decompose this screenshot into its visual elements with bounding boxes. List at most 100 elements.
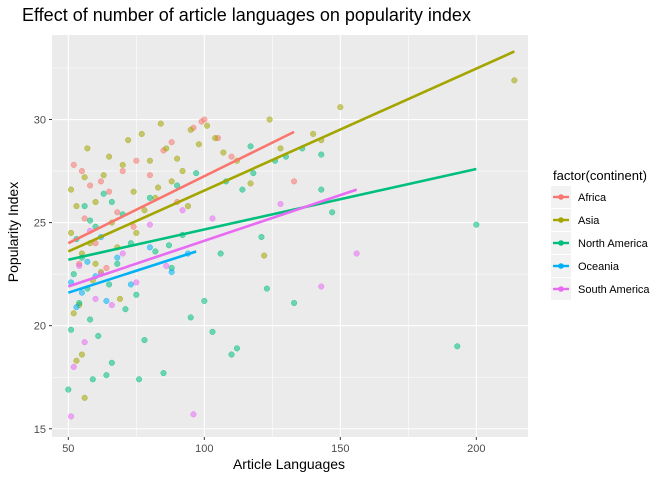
data-point: [228, 351, 235, 358]
data-point: [65, 386, 72, 393]
data-point: [73, 304, 80, 311]
x-tick-label: 100: [195, 443, 213, 455]
data-point: [160, 370, 167, 377]
data-point: [67, 186, 75, 193]
legend-key-point: [558, 217, 564, 223]
data-point: [133, 157, 140, 164]
data-point: [73, 357, 80, 364]
data-point: [108, 359, 115, 366]
data-point: [67, 229, 75, 236]
data-point: [133, 291, 140, 298]
y-axis-title: Popularity Index: [5, 182, 21, 282]
data-point: [92, 198, 99, 206]
plot-panel: [52, 35, 528, 437]
data-point: [130, 223, 137, 230]
trend-line: [67, 50, 515, 253]
data-point: [337, 104, 344, 111]
data-point: [258, 233, 265, 241]
legend: factor(continent) Africa Asia North Americ…: [551, 168, 650, 300]
data-point: [87, 316, 94, 323]
data-point: [81, 174, 88, 181]
y-tick-label: 20: [34, 321, 46, 333]
data-point: [87, 217, 94, 224]
data-point: [247, 180, 254, 187]
data-point: [119, 250, 126, 257]
data-point: [203, 122, 211, 129]
legend-label: South America: [578, 284, 650, 296]
data-point: [114, 260, 121, 267]
trend-line: [67, 250, 197, 294]
y-tick-label: 25: [34, 218, 46, 230]
data-point: [511, 77, 518, 84]
data-point: [193, 170, 200, 177]
data-point: [146, 172, 153, 179]
trend-line: [67, 130, 295, 245]
data-point: [81, 215, 88, 222]
data-point: [318, 186, 325, 193]
data-point: [146, 244, 153, 251]
data-point: [87, 182, 94, 189]
trend-line: [68, 167, 477, 261]
x-axis: 50 100 150 200: [62, 437, 485, 455]
data-point: [78, 351, 85, 358]
data-point: [291, 178, 298, 185]
data-point: [67, 326, 75, 333]
data-point: [277, 145, 284, 152]
data-point: [92, 260, 99, 267]
data-point: [454, 343, 461, 350]
data-point: [84, 145, 91, 152]
legend-title: factor(continent): [553, 168, 647, 183]
data-point: [119, 161, 126, 168]
data-point: [201, 297, 208, 304]
legend-label: Africa: [578, 192, 607, 204]
data-point: [353, 250, 360, 257]
data-point: [119, 168, 126, 175]
data-point: [114, 209, 121, 216]
data-point: [291, 299, 298, 307]
data-point: [81, 203, 88, 210]
y-tick-label: 15: [34, 424, 46, 436]
data-point: [157, 120, 164, 127]
x-tick-label: 50: [62, 443, 74, 455]
data-point: [266, 116, 273, 123]
data-point: [184, 203, 192, 210]
data-point: [233, 345, 241, 352]
legend-keys: Africa Asia North America Oceania South Amer…: [551, 186, 650, 300]
data-point: [70, 363, 77, 370]
x-tick-label: 150: [331, 443, 349, 455]
data-point: [168, 269, 175, 276]
data-point: [116, 295, 124, 302]
data-point: [103, 297, 110, 304]
data-point: [106, 281, 113, 288]
data-point: [81, 394, 88, 401]
data-point: [277, 200, 284, 208]
data-point: [67, 413, 75, 420]
data-point: [155, 184, 162, 191]
data-point: [70, 271, 77, 278]
trend-line: [67, 188, 358, 288]
data-point: [100, 172, 107, 179]
data-point: [209, 215, 216, 222]
legend-label: North America: [578, 238, 649, 250]
data-point: [250, 170, 257, 177]
trend-lines: [67, 50, 515, 294]
data-point: [163, 262, 170, 269]
data-point: [168, 178, 175, 185]
data-point: [146, 194, 153, 201]
y-tick-label: 30: [34, 115, 46, 127]
legend-key-point: [558, 263, 564, 269]
legend-key-point: [558, 240, 564, 246]
data-point: [114, 254, 121, 261]
legend-label: Oceania: [578, 261, 620, 273]
data-point: [106, 188, 113, 195]
data-point: [174, 155, 181, 162]
data-point: [95, 332, 102, 340]
chart-title: Effect of number of article languages on…: [22, 5, 471, 25]
data-point: [133, 229, 140, 236]
data-point: [141, 207, 148, 214]
data-point: [108, 302, 115, 309]
data-point: [127, 281, 134, 288]
data-point: [146, 157, 153, 164]
minor-gridlines: [52, 35, 528, 437]
